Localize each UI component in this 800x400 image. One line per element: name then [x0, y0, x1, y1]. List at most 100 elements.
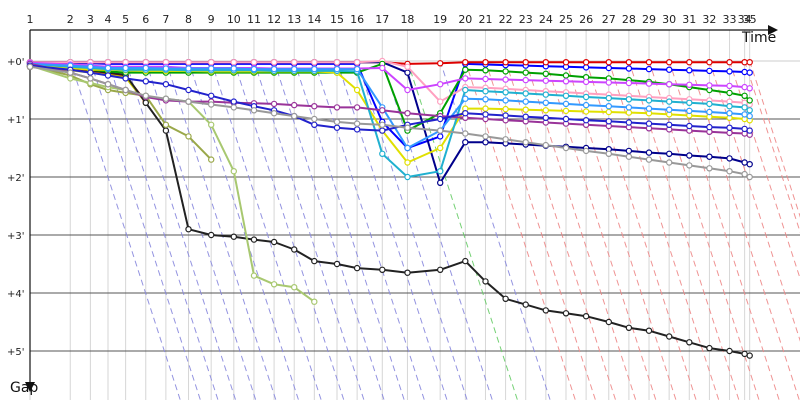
data-point [645, 156, 653, 163]
data-point [522, 113, 529, 120]
x-axis-title: Time [741, 30, 776, 46]
data-point [379, 266, 386, 273]
lap-tick-label: 28 [622, 13, 636, 26]
gap-tick-label: +5' [7, 347, 25, 358]
data-point [502, 112, 509, 119]
series-line [29, 64, 212, 161]
data-point [437, 80, 444, 88]
data-point [562, 107, 570, 115]
data-point [746, 69, 753, 76]
data-point [522, 138, 529, 146]
data-point [437, 167, 444, 175]
data-point [250, 65, 258, 73]
data-point [230, 104, 237, 111]
data-point [741, 111, 748, 118]
data-point [87, 75, 94, 82]
data-point [104, 72, 112, 79]
data-point [542, 59, 550, 66]
data-point [625, 153, 633, 160]
data-point [706, 165, 713, 172]
data-point [207, 231, 215, 239]
data-point [162, 127, 170, 134]
data-point [522, 59, 529, 66]
data-point [522, 98, 529, 105]
data-point [462, 257, 469, 265]
data-point [746, 107, 753, 114]
data-point [706, 82, 713, 89]
data-point [437, 127, 444, 134]
data-point [250, 272, 258, 279]
data-point [562, 78, 570, 85]
data-point [333, 118, 341, 126]
data-point [741, 92, 748, 100]
data-point [726, 347, 733, 355]
data-point [562, 92, 570, 100]
data-point [605, 108, 613, 116]
lap-tick-label: 19 [433, 13, 447, 26]
data-point [542, 107, 550, 114]
data-point [142, 64, 149, 72]
data-point [666, 333, 673, 340]
data-point [437, 179, 444, 186]
lap-tick-label: 18 [400, 13, 414, 26]
data-point [353, 126, 361, 133]
data-point [625, 79, 633, 87]
data-point [706, 100, 713, 108]
lap-tick-label: 7 [162, 13, 169, 26]
data-point [482, 75, 489, 83]
gap-tick-label: +2' [7, 173, 25, 184]
data-point [482, 67, 489, 74]
lap-tick-label: 16 [350, 13, 364, 26]
data-point [142, 78, 149, 85]
data-point [270, 100, 278, 108]
lap-tick-label: 3 [87, 13, 94, 26]
data-point [746, 352, 753, 359]
data-point [482, 111, 489, 118]
data-point [207, 156, 215, 163]
data-point [502, 136, 509, 143]
lap-tick-label: 9 [208, 13, 215, 26]
data-point [311, 121, 318, 129]
lap-reference-line [729, 60, 800, 280]
data-point [291, 246, 298, 253]
data-point [404, 159, 411, 166]
data-point [462, 86, 469, 94]
lap-reference-line [273, 60, 385, 400]
gap-tick-label: +1' [7, 115, 25, 126]
data-point [582, 108, 590, 115]
data-point [706, 344, 713, 352]
data-point [270, 109, 278, 117]
data-point [311, 65, 318, 73]
data-point [625, 65, 633, 72]
data-point [502, 295, 509, 302]
data-point [104, 80, 112, 88]
data-point [726, 155, 733, 162]
lap-tick-label: 8 [185, 13, 192, 26]
lap-reference-line [145, 60, 257, 400]
data-point [379, 64, 386, 72]
lap-reference-line [125, 60, 237, 400]
data-point [291, 59, 298, 66]
data-point [726, 109, 733, 117]
lap-tick-label: 1 [27, 13, 34, 26]
lap-tick-label: 25 [559, 13, 573, 26]
data-point [207, 101, 215, 108]
data-point [482, 133, 489, 140]
data-point [645, 327, 653, 334]
data-point [666, 80, 673, 88]
data-point [404, 144, 411, 152]
lap-tick-label: 24 [539, 13, 553, 26]
data-point [291, 101, 298, 109]
data-point [502, 76, 509, 83]
data-point [437, 98, 444, 105]
data-point [686, 107, 693, 115]
data-point [726, 59, 733, 66]
series-line [29, 62, 751, 149]
data-point [379, 127, 386, 134]
data-point [404, 173, 411, 181]
data-point [404, 86, 411, 94]
data-point [726, 68, 733, 75]
lap-tick-label: 30 [662, 13, 676, 26]
data-point [437, 60, 444, 67]
lap-tick-label: 6 [142, 13, 149, 26]
